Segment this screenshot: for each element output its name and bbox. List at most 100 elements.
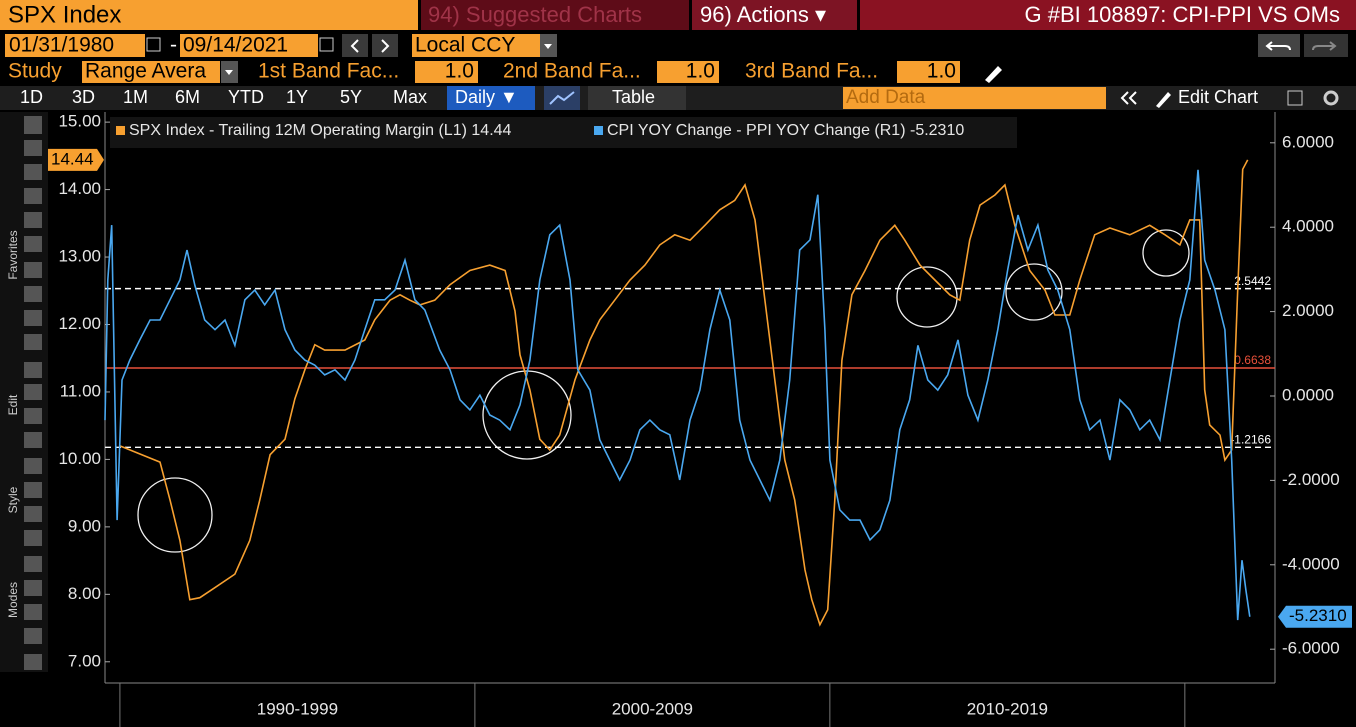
function: G #BI 108897: CPI-PPI VS OMs <box>1025 2 1340 27</box>
period-button[interactable]: Max <box>393 87 427 107</box>
band-label: 3rd Band Fa... <box>745 60 878 83</box>
calendar-icon[interactable] <box>319 37 334 52</box>
period-button[interactable]: 3D <box>72 87 95 107</box>
add-data-box[interactable] <box>843 87 1106 109</box>
y-tick-label: 7.00 <box>68 651 101 670</box>
period-button[interactable]: 1M <box>123 87 148 107</box>
actions: 96) Actions ▾ <box>700 2 826 27</box>
legend-box <box>110 117 1017 148</box>
y-tick-label: 14.00 <box>58 179 101 198</box>
y-tick-label: 9.00 <box>68 516 101 535</box>
last-value-flag <box>1278 605 1352 628</box>
period-button[interactable]: 6M <box>175 87 200 107</box>
actions-button[interactable] <box>692 0 857 30</box>
sidebar-label: Edit <box>6 394 20 415</box>
legend-entry: CPI YOY Change - PPI YOY Change (R1) -5.… <box>607 122 964 139</box>
sidebar-icons <box>24 116 42 670</box>
x-band-label: 2000-2009 <box>612 699 693 718</box>
band-label: 2nd Band Fa... <box>503 60 641 83</box>
suggested: 94) Suggested Charts <box>428 2 642 27</box>
band-box[interactable] <box>657 61 719 83</box>
security-box[interactable] <box>0 0 418 30</box>
legend-name: SPX Index - Trailing 12M Operating Margi… <box>129 122 467 139</box>
period-button[interactable]: 5Y <box>340 87 362 107</box>
gear-icon[interactable] <box>1323 90 1339 106</box>
redo-icon <box>1312 41 1337 51</box>
annotation-circles <box>137 229 1190 553</box>
start-date: 01/31/1980 <box>9 34 114 57</box>
sidebar-label: Modes <box>6 582 20 618</box>
series-line <box>104 169 1251 621</box>
edit-chart[interactable]: Edit Chart <box>1178 87 1258 107</box>
next-button[interactable] <box>372 34 398 57</box>
last-value-label: 14.44 <box>51 149 94 168</box>
y2-tick-label: 2.0000 <box>1282 301 1334 320</box>
pencil-icon[interactable] <box>985 66 1002 83</box>
prev-icon <box>350 39 359 53</box>
series-line <box>119 159 1249 627</box>
period-button[interactable]: YTD <box>228 87 264 107</box>
legend-swatch <box>116 126 125 135</box>
start-date-box[interactable] <box>5 34 145 57</box>
band-value: 1.0 <box>927 60 956 83</box>
frequency: Daily ▼ <box>455 87 518 107</box>
last-value-flag <box>48 148 104 171</box>
y2-tick-label: -2.0000 <box>1282 470 1340 489</box>
security: SPX Index <box>8 1 121 28</box>
y2-tick-label: -6.0000 <box>1282 639 1340 658</box>
sidebar-label: Style <box>6 486 20 513</box>
y2-tick-label: 0.0000 <box>1282 385 1334 404</box>
reference-label: 0.6638 <box>1234 353 1271 367</box>
edit-icon <box>1156 92 1171 108</box>
table-button[interactable] <box>588 86 686 110</box>
band-box[interactable] <box>415 61 478 83</box>
suggested-button[interactable] <box>421 0 689 30</box>
end-date: 09/14/2021 <box>183 34 288 57</box>
currency-box[interactable] <box>412 34 540 57</box>
study-box[interactable] <box>82 61 220 83</box>
collapse-icon[interactable] <box>1120 91 1137 105</box>
reference-label: 2.5442 <box>1234 274 1271 288</box>
add-data: Add Data <box>846 87 926 108</box>
date-separator: - <box>170 34 177 57</box>
reference-label: -1.2166 <box>1230 433 1271 447</box>
function-bar <box>860 0 1356 30</box>
band-label: 1st Band Fac... <box>258 60 399 83</box>
x-band-label: 2010-2019 <box>967 699 1048 718</box>
prev-button[interactable] <box>342 34 368 57</box>
y-tick-label: 15.00 <box>58 112 101 131</box>
legend-value: -5.2310 <box>910 122 964 139</box>
period-button[interactable]: 1Y <box>286 87 308 107</box>
table: Table <box>612 87 655 107</box>
dropdown-icon <box>544 44 552 49</box>
calendar-icon[interactable] <box>146 37 161 52</box>
undo-icon <box>1265 41 1291 51</box>
x-band-label: 1990-1999 <box>257 699 338 718</box>
y2-tick-label: 4.0000 <box>1282 217 1334 236</box>
y-tick-label: 11.00 <box>60 381 101 400</box>
period-button[interactable]: 1D <box>20 87 43 107</box>
y2-tick-label: -4.0000 <box>1282 554 1340 573</box>
legend-value: 14.44 <box>471 122 511 139</box>
chart-icon <box>549 91 575 105</box>
last-value-label: -5.2310 <box>1289 606 1347 625</box>
y2-tick-label: 6.0000 <box>1282 132 1334 151</box>
legend-name: CPI YOY Change - PPI YOY Change (R1) <box>607 122 906 139</box>
band-box[interactable] <box>897 61 960 83</box>
currency: Local CCY <box>415 34 515 57</box>
y-tick-label: 13.00 <box>58 247 101 266</box>
frequency-button[interactable] <box>447 86 535 110</box>
settings-icon[interactable] <box>1287 90 1303 106</box>
next-icon <box>381 39 390 53</box>
sidebar-label: Favorites <box>6 230 20 279</box>
legend-entry: SPX Index - Trailing 12M Operating Margi… <box>129 122 512 139</box>
y-tick-label: 10.00 <box>58 449 101 468</box>
band-value: 1.0 <box>445 60 474 83</box>
y-tick-label: 8.00 <box>68 584 101 603</box>
legend-swatch <box>594 126 603 135</box>
end-date-box[interactable] <box>180 34 318 57</box>
study: Range Avera <box>85 60 206 83</box>
band-value: 1.0 <box>686 60 715 83</box>
y-tick-label: 12.00 <box>58 314 101 333</box>
